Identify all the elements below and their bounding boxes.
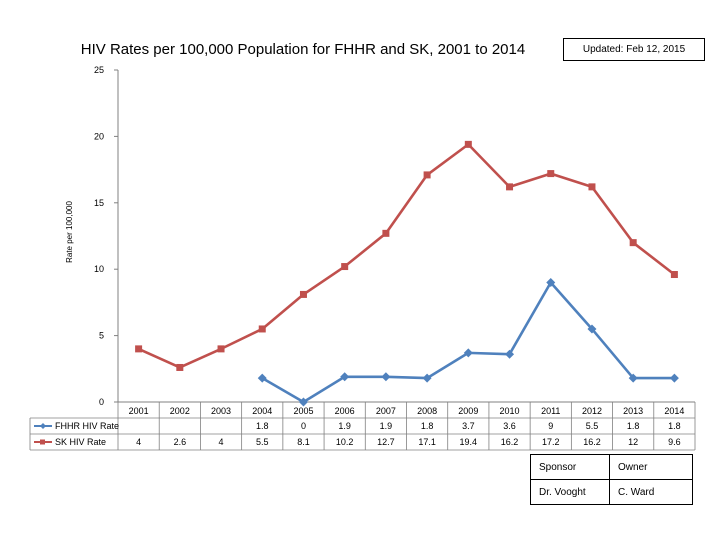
owner-table-value-row: Dr. Vooght C. Ward	[530, 479, 693, 505]
fhhr-hiv-rate-line	[261, 281, 675, 404]
sk-hiv-rate-data-label: 5.5	[256, 437, 269, 447]
fhhr-hiv-rate-data-label: 1.8	[256, 421, 269, 431]
y-tick-label: 15	[94, 198, 104, 208]
y-axis-label: Rate per 100,000	[65, 201, 74, 263]
fhhr-hiv-rate-data-label: 1.9	[338, 421, 351, 431]
x-category-label: 2006	[335, 406, 355, 416]
sk-hiv-rate-data-label: 2.6	[174, 437, 187, 447]
sk-hiv-rate-data-label: 12.7	[377, 437, 395, 447]
fhhr-hiv-rate-point	[628, 373, 638, 383]
sk-hiv-rate-point	[670, 271, 678, 279]
owner-table-header-row: Sponsor Owner	[530, 454, 693, 480]
sk-hiv-rate-data-label: 8.1	[297, 437, 310, 447]
x-category-label: 2005	[293, 406, 313, 416]
chart-title: HIV Rates per 100,000 Population for FHH…	[81, 41, 525, 58]
sk-hiv-rate-point	[258, 325, 266, 333]
sk-hiv-rate-data-label: 10.2	[336, 437, 354, 447]
sk-hiv-rate-point	[135, 345, 143, 353]
fhhr-hiv-rate-data-label: 0	[301, 421, 306, 431]
fhhr-hiv-rate-data-label: 9	[548, 421, 553, 431]
x-category-label: 2008	[417, 406, 437, 416]
sk-hiv-rate-data-label: 19.4	[460, 437, 478, 447]
sponsor-header: Sponsor	[530, 454, 610, 480]
fhhr-hiv-rate-data-label: 1.8	[627, 421, 640, 431]
sk-hiv-rate-point	[217, 345, 225, 353]
sk-hiv-rate-data-label: 17.1	[418, 437, 436, 447]
sk-hiv-rate-data-label: 4	[219, 437, 224, 447]
sponsor-owner-table: Sponsor Owner Dr. Vooght C. Ward	[530, 454, 693, 505]
sk-hiv-rate-data-label: 17.2	[542, 437, 560, 447]
updated-date-box: Updated: Feb 12, 2015	[563, 38, 705, 61]
x-category-label: 2013	[623, 406, 643, 416]
x-category-label: 2011	[541, 406, 560, 416]
plot-area: 0 5 10 15 20 25 2001 2002 2003 2004 2005 2006 2007 20…	[29, 65, 696, 451]
x-category-label: 2004	[252, 406, 272, 416]
fhhr-hiv-rate-legend-marker	[40, 423, 46, 429]
fhhr-hiv-rate-point	[298, 397, 308, 407]
x-category-label: 2012	[582, 406, 602, 416]
updated-date-text: Updated: Feb 12, 2015	[582, 44, 686, 55]
x-category-label: 2014	[664, 406, 684, 416]
x-category-label: 2009	[458, 406, 478, 416]
fhhr-hiv-rate-data-label: 5.5	[586, 421, 599, 431]
fhhr-hiv-rate-point	[340, 372, 350, 382]
x-category-label: 2003	[211, 406, 231, 416]
fhhr-hiv-rate-data-label: 1.8	[421, 421, 434, 431]
sk-hiv-rate-point	[547, 170, 555, 178]
fhhr-hiv-rate-point	[587, 324, 597, 334]
sk-hiv-rate-point	[588, 183, 596, 191]
owner-header: Owner	[609, 454, 693, 480]
sk-hiv-rate-legend-marker	[40, 439, 45, 445]
sk-hiv-rate-point	[176, 363, 184, 371]
fhhr-hiv-rate-point	[505, 349, 515, 359]
y-tick-label: 25	[94, 65, 104, 75]
fhhr-hiv-rate-data-label: 1.9	[380, 421, 393, 431]
sk-hiv-rate-point	[382, 229, 390, 237]
fhhr-hiv-rate-data-label: 3.6	[503, 421, 516, 431]
sk-hiv-rate-point	[299, 290, 307, 298]
fhhr-hiv-rate-point	[422, 373, 432, 383]
owner-name: C. Ward	[609, 479, 693, 505]
y-tick-label: 5	[99, 331, 104, 341]
x-category-label: 2010	[500, 406, 520, 416]
sk-hiv-rate-data-label: 9.6	[668, 437, 681, 447]
fhhr-hiv-rate-point	[546, 277, 556, 287]
sk-hiv-rate-point	[629, 239, 637, 247]
x-category-label: 2001	[129, 406, 149, 416]
y-tick-label: 0	[99, 397, 104, 407]
sk-hiv-rate-point	[423, 171, 431, 179]
sk-hiv-rate-line	[138, 143, 676, 369]
fhhr-hiv-rate-data-label: 3.7	[462, 421, 475, 431]
y-tick-label: 10	[94, 264, 104, 274]
x-category-label: 2007	[376, 406, 396, 416]
sk-hiv-rate-legend-label: SK HIV Rate	[55, 437, 106, 447]
sk-hiv-rate-point	[341, 263, 349, 271]
sponsor-name: Dr. Vooght	[530, 479, 610, 505]
fhhr-hiv-rate-point	[381, 372, 391, 382]
sk-hiv-rate-point	[506, 183, 514, 191]
fhhr-hiv-rate-data-label: 1.8	[668, 421, 681, 431]
fhhr-hiv-rate-point	[463, 348, 473, 358]
sk-hiv-rate-data-label: 12	[628, 437, 638, 447]
fhhr-hiv-rate-legend-label: FHHR HIV Rate	[55, 421, 119, 431]
fhhr-hiv-rate-point	[669, 373, 679, 383]
x-category-label: 2002	[170, 406, 190, 416]
fhhr-hiv-rate-point	[257, 373, 267, 383]
sk-hiv-rate-data-label: 16.2	[583, 437, 601, 447]
y-tick-label: 20	[94, 131, 104, 141]
sk-hiv-rate-data-label: 16.2	[501, 437, 519, 447]
sk-hiv-rate-point	[464, 140, 472, 148]
sk-hiv-rate-data-label: 4	[136, 437, 141, 447]
